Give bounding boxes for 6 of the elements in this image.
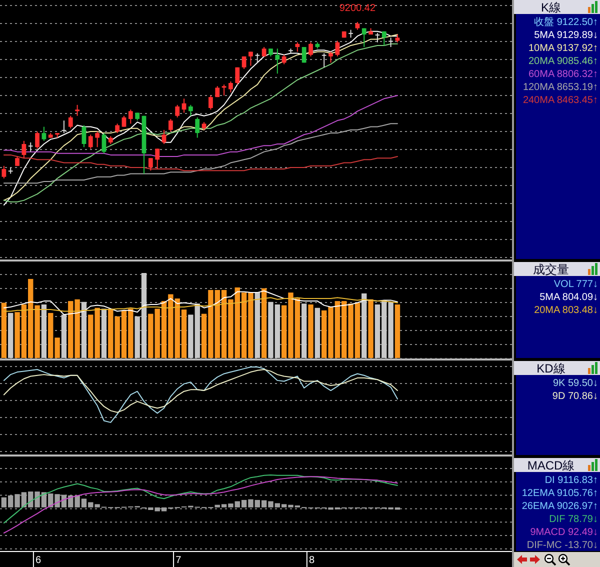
candlestick	[28, 142, 33, 152]
bar	[1, 302, 7, 358]
candlestick	[2, 165, 6, 179]
candlestick	[22, 140, 26, 159]
candlestick	[15, 156, 20, 166]
bar	[8, 312, 14, 358]
